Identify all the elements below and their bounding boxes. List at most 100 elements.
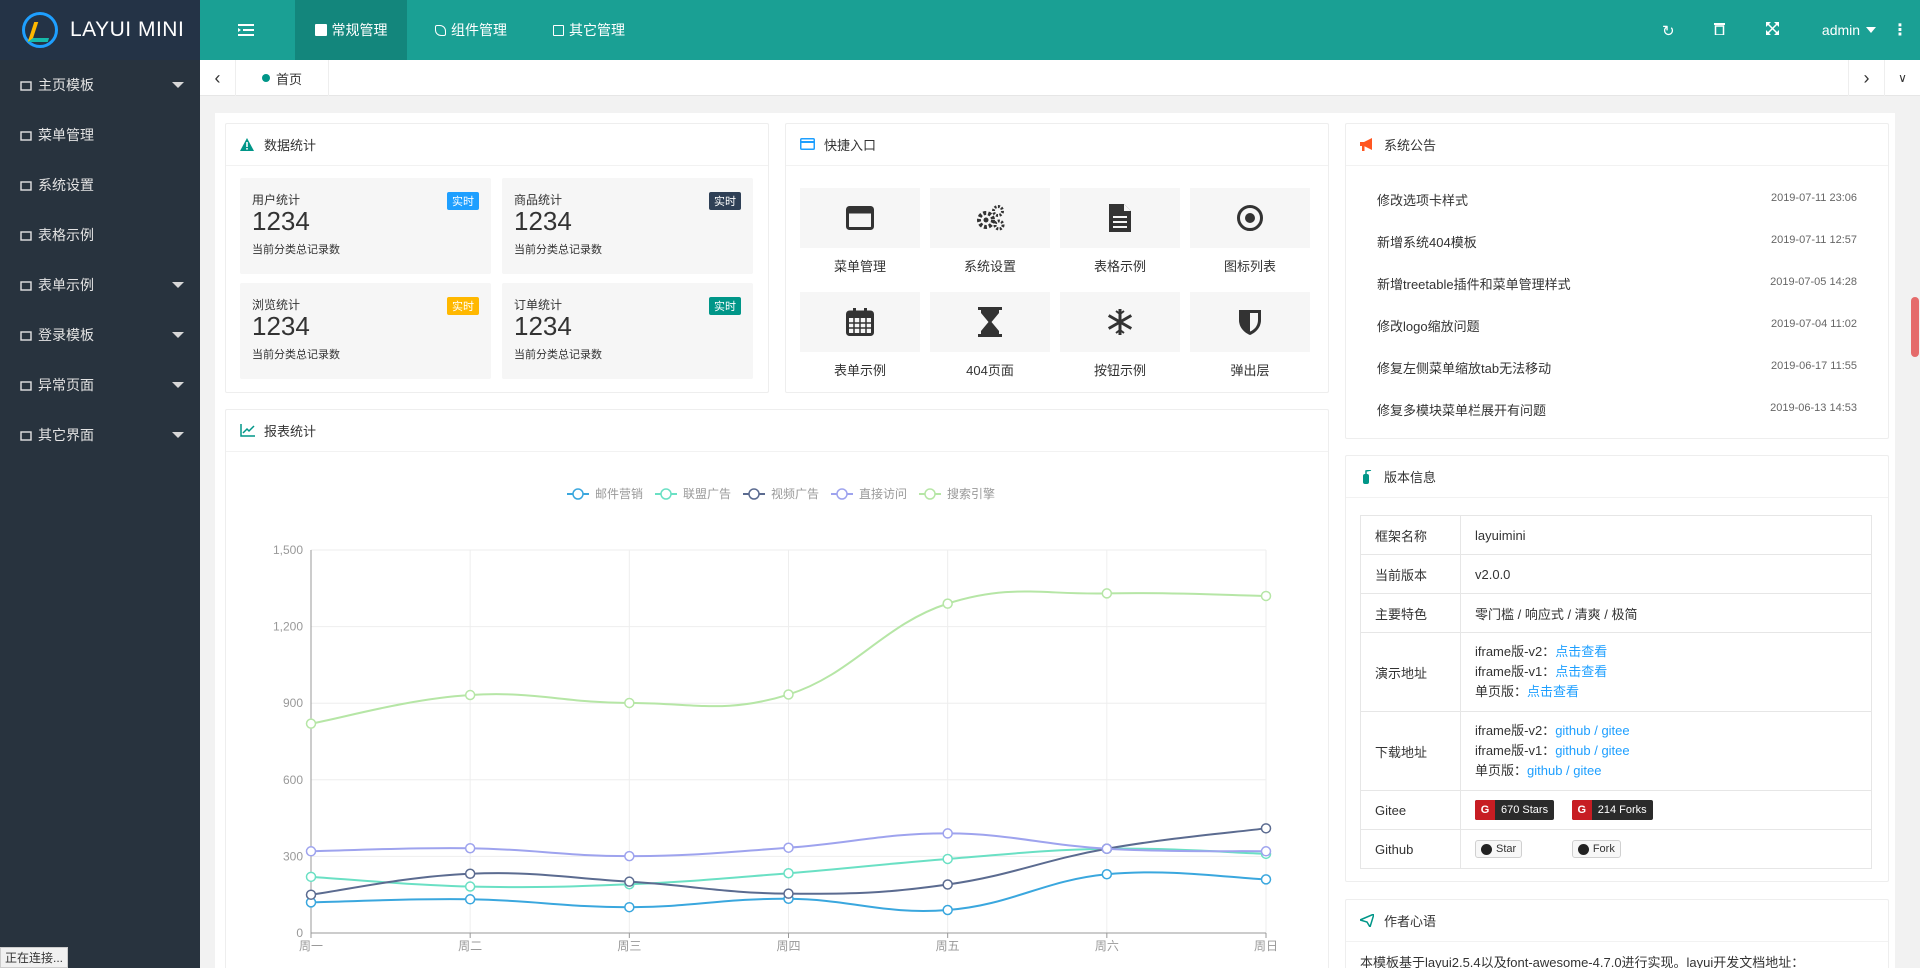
announcement-item[interactable]: 修改logo缩放问题 2019-07-04 11:02 <box>1377 316 1857 336</box>
sidebar-item[interactable]: 系统设置 <box>0 160 200 210</box>
announcement-title: 修复左侧菜单缩放tab无法移动 <box>1377 361 1552 376</box>
fullscreen-icon[interactable] <box>1766 22 1779 39</box>
y-tick-label: 300 <box>283 849 303 863</box>
stat-box: 用户统计 1234 当前分类总记录数 实时 <box>240 178 491 274</box>
tab-home[interactable]: 首页 <box>240 60 330 96</box>
download-link[interactable]: github / gitee <box>1555 743 1630 758</box>
dot-circle-icon <box>1190 188 1310 248</box>
download-link[interactable]: github / gitee <box>1555 723 1630 738</box>
card-header: 数据统计 <box>226 124 768 166</box>
logo[interactable]: LAYUI MINI <box>0 0 200 60</box>
announcement-item[interactable]: 新增系统404模板 2019-07-11 12:57 <box>1377 232 1857 252</box>
announcement-item[interactable]: 新增treetable插件和菜单管理样式 2019-07-05 14:28 <box>1377 274 1857 294</box>
quick-entry-label: 系统设置 <box>963 259 1016 274</box>
nav-component-management[interactable]: 组件管理 <box>416 0 526 60</box>
sidebar-item[interactable]: 主页模板 <box>0 60 200 110</box>
quick-entry-snowflake[interactable]: 按钮示例 <box>1060 292 1180 379</box>
stat-subtitle: 当前分类总记录数 <box>252 349 340 361</box>
scrollbar-thumb[interactable] <box>1911 297 1919 357</box>
tab-options-button[interactable]: ∨ <box>1884 60 1920 96</box>
announcement-item[interactable]: 修改选项卡样式 2019-07-11 23:06 <box>1377 190 1857 210</box>
sidebar-item-label: 系统设置 <box>38 177 94 193</box>
sidebar-item[interactable]: 表单示例 <box>0 260 200 310</box>
table-value: Star Fork <box>1460 829 1872 869</box>
data-point <box>1260 874 1272 885</box>
table-key: Github <box>1360 829 1461 869</box>
demo-link[interactable]: 点击查看 <box>1555 644 1608 659</box>
tab-scroll-left-button[interactable]: ‹ <box>200 60 236 96</box>
sidebar-item[interactable]: 其它界面 <box>0 410 200 460</box>
tab-scroll-right-button[interactable]: › <box>1848 60 1884 96</box>
gitee-stars-label: 670 Stars <box>1501 804 1549 816</box>
report-line-chart: 0 300 600 900 1,200 1,500 周一 周二 周三 周四 周五 周六 周日 邮件营销 联盟… <box>273 486 1278 953</box>
demo-link[interactable]: 点击查看 <box>1555 664 1608 679</box>
file-text-icon <box>20 229 34 241</box>
download-link[interactable]: github / gitee <box>1527 763 1602 778</box>
gears-icon <box>930 188 1050 248</box>
quick-entry-dot-circle[interactable]: 图标列表 <box>1190 188 1310 275</box>
card-title: 作者心语 <box>1384 914 1437 929</box>
sidebar-item[interactable]: 菜单管理 <box>0 110 200 160</box>
data-point <box>942 598 953 609</box>
data-point <box>1101 843 1113 854</box>
caret-down-icon <box>172 282 184 288</box>
home-icon <box>20 79 34 91</box>
user-menu[interactable]: admin <box>1814 0 1884 60</box>
bullhorn-icon <box>1360 137 1374 152</box>
demo-row-single: 单页版：点击查看 <box>1475 682 1857 702</box>
sidebar-item-label: 表格示例 <box>38 227 94 243</box>
y-tick-label: 0 <box>296 926 303 940</box>
quick-entry-label: 表格示例 <box>1093 259 1146 274</box>
gitee-icon: G <box>1475 800 1495 820</box>
sidebar-item[interactable]: 表格示例 <box>0 210 200 260</box>
quick-entry-shield[interactable]: 弹出层 <box>1190 292 1310 379</box>
stat-name: 订单统计 <box>514 298 563 312</box>
gitee-stars-badge[interactable]: G 670 Stars <box>1475 800 1555 820</box>
data-point <box>1101 869 1113 880</box>
announcement-title: 修改选项卡样式 <box>1377 193 1469 208</box>
sidebar-toggle-button[interactable] <box>200 0 292 60</box>
demo-link[interactable]: 点击查看 <box>1527 684 1580 699</box>
quick-entry-gears[interactable]: 系统设置 <box>930 188 1050 275</box>
announcement-item[interactable]: 修复左侧菜单缩放tab无法移动 2019-06-17 11:55 <box>1377 358 1857 378</box>
nav-regular-management[interactable]: 常规管理 <box>295 0 407 60</box>
x-tick-label: 周一 <box>299 939 323 953</box>
shield-icon <box>1190 292 1310 352</box>
more-menu-button[interactable]: ⋮ <box>1890 0 1910 60</box>
fire-extinguisher-icon <box>1360 468 1374 484</box>
quick-entry-hourglass[interactable]: 404页面 <box>930 292 1050 379</box>
stat-name: 用户统计 <box>252 193 301 207</box>
quick-entry-calendar[interactable]: 表单示例 <box>800 292 920 379</box>
demo-row-v2: iframe版-v2：点击查看 <box>1475 642 1857 662</box>
github-fork-label: Fork <box>1592 843 1615 855</box>
announcement-item[interactable]: 修复多模块菜单栏展开有问题 2019-06-13 14:53 <box>1377 400 1857 420</box>
sidebar-item[interactable]: 异常页面 <box>0 360 200 410</box>
quick-entry-card: 快捷入口 菜单管理 系统设置 表格示例 图标列表 表单示例 404页面 按钮示例 弹出层 <box>785 123 1329 393</box>
tab-bar: ‹ 首页 › ∨ <box>200 60 1920 96</box>
x-tick-label: 周二 <box>458 939 482 953</box>
github-star-button[interactable]: Star <box>1475 840 1523 858</box>
nav-other-management[interactable]: 其它管理 <box>534 0 644 60</box>
username: admin <box>1821 22 1861 38</box>
file-text-icon <box>1060 188 1180 248</box>
quick-entry-file-text[interactable]: 表格示例 <box>1060 188 1180 275</box>
logo-icon <box>22 12 58 48</box>
data-point <box>783 868 794 879</box>
quick-entry-window[interactable]: 菜单管理 <box>800 188 920 275</box>
gitee-forks-badge[interactable]: G 214 Forks <box>1571 800 1653 820</box>
table-row: 当前版本 v2.0.0 <box>1360 554 1872 594</box>
trash-icon[interactable] <box>1714 22 1725 39</box>
demo-row-v1: iframe版-v1：点击查看 <box>1475 662 1857 682</box>
top-header: 常规管理 组件管理 其它管理 ↻ admin ⋮ <box>200 0 1920 60</box>
stat-value: 1234 <box>252 311 310 341</box>
data-point <box>1260 823 1272 834</box>
print-icon <box>553 24 564 36</box>
sidebar-item[interactable]: 登录模板 <box>0 310 200 360</box>
y-tick-label: 1,200 <box>273 620 303 634</box>
sidebar-item-label: 菜单管理 <box>38 127 94 143</box>
page-scrollbar[interactable] <box>1910 96 1920 968</box>
github-fork-button[interactable]: Fork <box>1571 840 1621 858</box>
stat-value: 1234 <box>514 311 572 341</box>
refresh-icon[interactable]: ↻ <box>1662 23 1675 40</box>
data-point <box>783 689 794 700</box>
